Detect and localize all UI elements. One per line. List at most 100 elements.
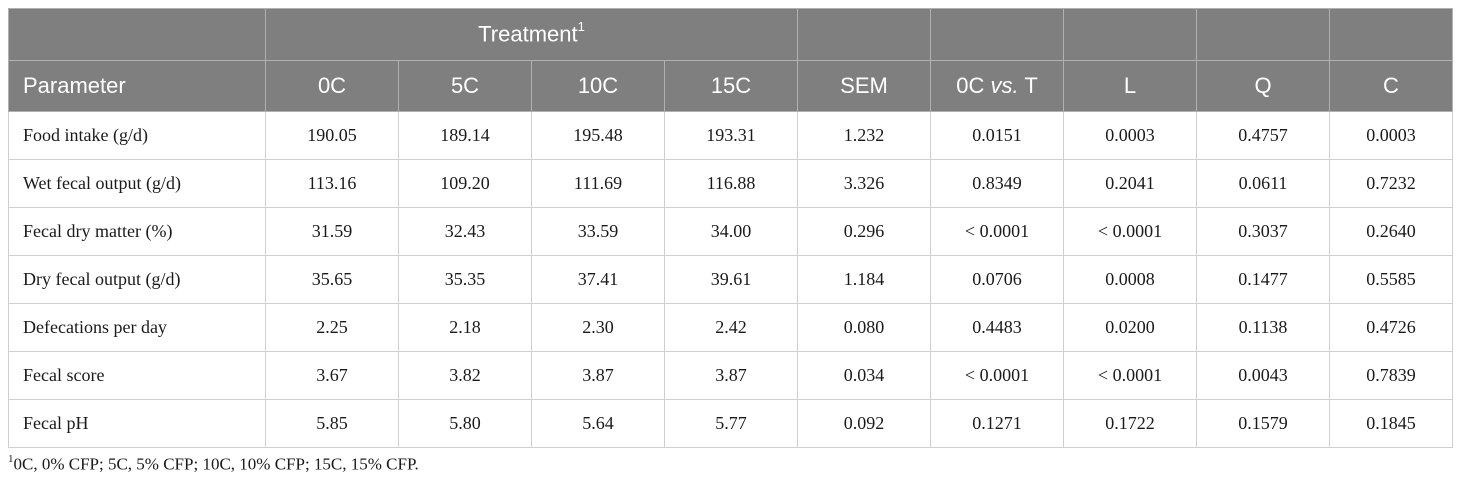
cell-sem: 0.092 [797,399,931,448]
cell-5c: 35.35 [398,255,532,304]
cell-c: 0.0003 [1329,111,1453,160]
cell-parameter: Fecal score [8,351,266,400]
cell-0c: 3.67 [265,351,399,400]
cell-q: 0.4757 [1196,111,1330,160]
cell-q: 0.0043 [1196,351,1330,400]
cell-sem: 0.080 [797,303,931,352]
table-row: Dry fecal output (g/d) 35.65 35.35 37.41… [8,255,1453,304]
cell-0c-vs-t: 0.4483 [930,303,1064,352]
cell-10c: 5.64 [531,399,665,448]
header-group-row: Treatment1 [8,8,1453,61]
cell-15c: 39.61 [664,255,798,304]
cell-0c-vs-t: 0.0151 [930,111,1064,160]
cell-q: 0.1579 [1196,399,1330,448]
column-header-15c: 15C [664,60,798,112]
treatment-footnote-marker: 1 [577,19,585,35]
cell-q: 0.1138 [1196,303,1330,352]
table-row: Wet fecal output (g/d) 113.16 109.20 111… [8,159,1453,208]
cell-0c-vs-t: 0.0706 [930,255,1064,304]
cell-0c: 31.59 [265,207,399,256]
cell-sem: 3.326 [797,159,931,208]
header-empty-cell [930,8,1064,61]
cell-c: 0.5585 [1329,255,1453,304]
cell-sem: 0.034 [797,351,931,400]
cell-5c: 109.20 [398,159,532,208]
cell-10c: 195.48 [531,111,665,160]
cell-15c: 34.00 [664,207,798,256]
cell-10c: 37.41 [531,255,665,304]
cell-c: 0.7232 [1329,159,1453,208]
cell-l: < 0.0001 [1063,207,1197,256]
cell-0c-vs-t: < 0.0001 [930,351,1064,400]
cell-5c: 3.82 [398,351,532,400]
header-columns-row: Parameter 0C 5C 10C 15C SEM 0C vs. T L Q… [8,60,1453,112]
table-footnote: 10C, 0% CFP; 5C, 5% CFP; 10C, 10% CFP; 1… [8,453,419,475]
cell-parameter: Dry fecal output (g/d) [8,255,266,304]
column-header-c: C [1329,60,1453,112]
column-header-parameter: Parameter [8,60,266,112]
table-row: Food intake (g/d) 190.05 189.14 195.48 1… [8,111,1453,160]
cell-c: 0.1845 [1329,399,1453,448]
cell-5c: 189.14 [398,111,532,160]
table-row: Fecal score 3.67 3.82 3.87 3.87 0.034 < … [8,351,1453,400]
cell-10c: 2.30 [531,303,665,352]
cell-15c: 116.88 [664,159,798,208]
cell-l: 0.0003 [1063,111,1197,160]
cell-parameter: Food intake (g/d) [8,111,266,160]
cell-0c: 2.25 [265,303,399,352]
cell-10c: 33.59 [531,207,665,256]
cell-c: 0.4726 [1329,303,1453,352]
column-header-vs-italic: vs. [990,73,1019,98]
header-empty-cell [1063,8,1197,61]
column-header-0c-vs-t: 0C vs. T [930,60,1064,112]
cell-sem: 0.296 [797,207,931,256]
cell-q: 0.3037 [1196,207,1330,256]
cell-15c: 5.77 [664,399,798,448]
cell-c: 0.2640 [1329,207,1453,256]
cell-0c: 35.65 [265,255,399,304]
cell-0c: 113.16 [265,159,399,208]
table-row: Fecal pH 5.85 5.80 5.64 5.77 0.092 0.127… [8,399,1453,448]
column-header-5c: 5C [398,60,532,112]
cell-0c: 5.85 [265,399,399,448]
table-row: Fecal dry matter (%) 31.59 32.43 33.59 3… [8,207,1453,256]
cell-l: < 0.0001 [1063,351,1197,400]
results-table-container: Treatment1 Parameter 0C 5C 10C 15C SEM 0… [8,8,1453,448]
header-empty-cell [8,8,266,61]
cell-q: 0.1477 [1196,255,1330,304]
cell-10c: 111.69 [531,159,665,208]
cell-10c: 3.87 [531,351,665,400]
treatment-group-header: Treatment1 [265,8,798,61]
column-header-sem: SEM [797,60,931,112]
cell-sem: 1.184 [797,255,931,304]
header-empty-cell [1196,8,1330,61]
cell-sem: 1.232 [797,111,931,160]
cell-parameter: Wet fecal output (g/d) [8,159,266,208]
cell-0c: 190.05 [265,111,399,160]
cell-parameter: Fecal pH [8,399,266,448]
column-header-10c: 10C [531,60,665,112]
cell-parameter: Defecations per day [8,303,266,352]
cell-0c-vs-t: < 0.0001 [930,207,1064,256]
header-empty-cell [1329,8,1453,61]
column-header-vs-pre: 0C [956,73,991,98]
cell-15c: 2.42 [664,303,798,352]
cell-15c: 193.31 [664,111,798,160]
footnote-marker: 1 [8,453,14,465]
cell-5c: 2.18 [398,303,532,352]
cell-l: 0.0200 [1063,303,1197,352]
cell-15c: 3.87 [664,351,798,400]
cell-c: 0.7839 [1329,351,1453,400]
column-header-0c: 0C [265,60,399,112]
column-header-l: L [1063,60,1197,112]
column-header-vs-post: T [1018,73,1038,98]
cell-parameter: Fecal dry matter (%) [8,207,266,256]
table-row: Defecations per day 2.25 2.18 2.30 2.42 … [8,303,1453,352]
cell-l: 0.1722 [1063,399,1197,448]
cell-0c-vs-t: 0.1271 [930,399,1064,448]
column-header-q: Q [1196,60,1330,112]
cell-l: 0.2041 [1063,159,1197,208]
treatment-group-label: Treatment [478,21,578,47]
results-table: Treatment1 Parameter 0C 5C 10C 15C SEM 0… [8,8,1453,448]
cell-5c: 32.43 [398,207,532,256]
